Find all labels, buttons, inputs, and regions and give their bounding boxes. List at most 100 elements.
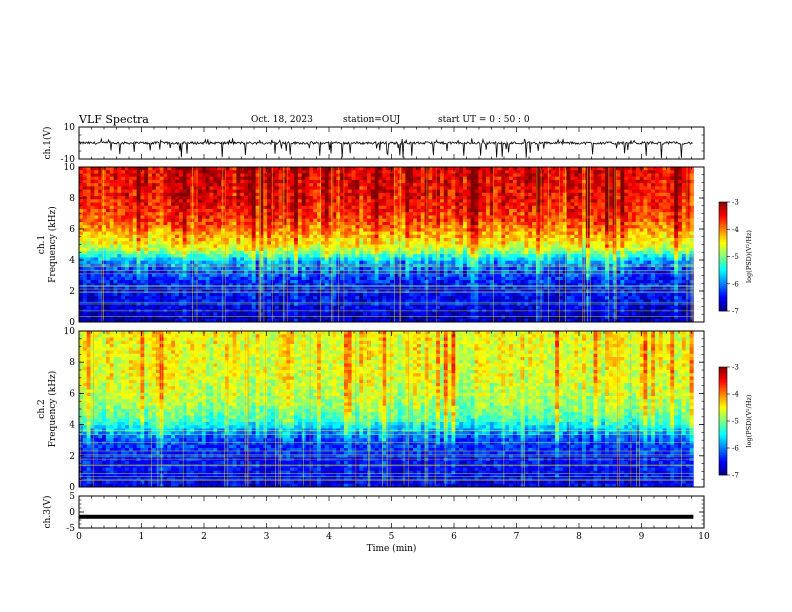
ch1-spec-cell bbox=[432, 183, 437, 187]
ch1-spec-cell bbox=[359, 218, 364, 223]
ch1-spec-cell bbox=[355, 260, 360, 265]
ch1-spec-cell bbox=[624, 218, 629, 223]
ch1-spec-cell bbox=[459, 238, 464, 242]
ch1-spec-cell bbox=[631, 170, 637, 174]
ch1-spec-cell bbox=[413, 260, 418, 265]
ch1-spec-cell bbox=[290, 215, 295, 219]
ch1-spec-cell bbox=[140, 231, 145, 236]
ch1-spec-cell bbox=[221, 167, 226, 171]
ch1-spec-cell bbox=[635, 238, 640, 242]
ch1-spec-cell bbox=[382, 231, 387, 236]
ch1-spec-cell bbox=[516, 250, 521, 255]
ch1-spec-cell bbox=[635, 205, 640, 210]
ch1-spec-cell bbox=[171, 183, 176, 187]
ch1-spec-cell bbox=[213, 183, 218, 187]
ch1-spec-cell bbox=[428, 208, 433, 213]
ch1-spec-cell bbox=[578, 225, 583, 229]
ch1-spec-cell bbox=[620, 186, 625, 190]
ch1-spec-cell bbox=[290, 183, 295, 187]
ch1-spec-cell bbox=[90, 176, 95, 181]
ch1-spec-cell bbox=[620, 260, 625, 265]
ch1-spec-cell bbox=[439, 257, 445, 261]
ch1-spec-cell bbox=[171, 215, 176, 219]
ch1-spec-cell bbox=[543, 199, 548, 203]
ch1-spec-cell bbox=[347, 167, 352, 171]
ch1-spec-cell bbox=[274, 183, 279, 187]
ch1-spec-cell bbox=[259, 250, 264, 255]
ch1-spec-cell bbox=[585, 228, 590, 232]
ch1-spec-cell bbox=[282, 183, 287, 187]
ch1-spec-cell bbox=[320, 257, 326, 261]
ch1-spec-cell bbox=[274, 250, 279, 255]
ch1-spec-cell bbox=[267, 189, 272, 194]
ch1-spec-cell bbox=[290, 231, 295, 236]
ch1-spec-cell bbox=[347, 247, 352, 252]
ch1-spec-cell bbox=[340, 244, 345, 249]
ch1-spec-cell bbox=[90, 215, 95, 219]
ch1-spec-cell bbox=[155, 196, 160, 200]
ch1-spec-cell bbox=[209, 196, 214, 200]
ch1-spec-cell bbox=[428, 241, 433, 245]
ch1-spec-cell bbox=[163, 257, 168, 261]
ch1-spec-cell bbox=[94, 167, 99, 171]
ch1-spec-cell bbox=[94, 221, 99, 226]
ch1-spec-cell bbox=[520, 221, 525, 226]
ch1-spec-cell bbox=[94, 189, 99, 194]
ch1-spec-cell bbox=[159, 183, 164, 187]
ch1-spec-cell bbox=[428, 231, 433, 236]
ch1-spec-cell bbox=[232, 241, 237, 245]
ch1-spec-cell bbox=[489, 192, 494, 197]
ch1-spec-cell bbox=[294, 244, 299, 249]
ch1-spec-cell bbox=[278, 238, 283, 242]
ch1-spec-cell bbox=[551, 179, 556, 184]
ch1-spec-cell bbox=[128, 202, 134, 207]
ch1-spec-cell bbox=[620, 241, 625, 245]
ch1-spec-cell bbox=[585, 212, 590, 216]
ch1-spec-cell bbox=[666, 196, 671, 200]
ch1-spec-cell bbox=[94, 257, 99, 261]
ch1-spec-cell bbox=[405, 260, 410, 265]
ch1-spec-cell bbox=[428, 205, 433, 210]
ch1-spec-cell bbox=[167, 215, 172, 219]
ch1-spec-cell bbox=[247, 250, 253, 255]
ch1-spec-cell bbox=[558, 225, 564, 229]
ch1-spec-cell bbox=[98, 205, 103, 210]
ch1-spec-cell bbox=[413, 244, 418, 249]
ch1-spec-cell bbox=[294, 257, 299, 261]
ch1-spec-cell bbox=[670, 218, 675, 223]
ch1-spec-cell bbox=[121, 247, 126, 252]
ch1-spec-cell bbox=[624, 234, 629, 239]
ch1-spec-cell bbox=[558, 228, 564, 232]
ch1-spec-cell bbox=[247, 205, 253, 210]
ch1-spec-cell bbox=[478, 186, 483, 190]
ch1-spec-cell bbox=[194, 244, 199, 249]
ch1-spec-cell bbox=[654, 173, 660, 177]
ch1-spec-cell bbox=[167, 202, 172, 207]
ch1-spec-cell bbox=[186, 192, 191, 197]
ch1-spec-cell bbox=[366, 212, 372, 216]
ch1-spec-cell bbox=[109, 244, 114, 249]
ch1-spec-cell bbox=[247, 221, 253, 226]
ch1-spec-cell bbox=[393, 196, 399, 200]
ch1-spec-cell bbox=[351, 208, 356, 213]
ch1-spec-cell bbox=[639, 192, 644, 197]
ch1-spec-cell bbox=[562, 254, 567, 258]
ch1-spec-cell bbox=[347, 189, 352, 194]
ch1-spec-cell bbox=[428, 215, 433, 219]
ch1-spec-cell bbox=[347, 202, 352, 207]
ch1-spec-cell bbox=[98, 189, 103, 194]
ch1-spec-cell bbox=[670, 260, 675, 265]
ch1-spec-cell bbox=[578, 167, 583, 171]
ch1-spec-cell bbox=[182, 205, 187, 210]
ch1-spec-cell bbox=[651, 170, 656, 174]
ch1-spec-cell bbox=[194, 247, 199, 252]
ch1-spec-cell bbox=[558, 183, 564, 187]
ch1-spec-cell bbox=[98, 167, 103, 171]
ch1-spec-cell bbox=[512, 202, 518, 207]
ch1-spec-cell bbox=[420, 257, 425, 261]
ch1-spec-cell bbox=[294, 183, 299, 187]
ch1-spec-cell bbox=[601, 225, 606, 229]
ch1-spec-cell bbox=[109, 260, 114, 265]
ch1-spec-cell bbox=[255, 244, 260, 249]
